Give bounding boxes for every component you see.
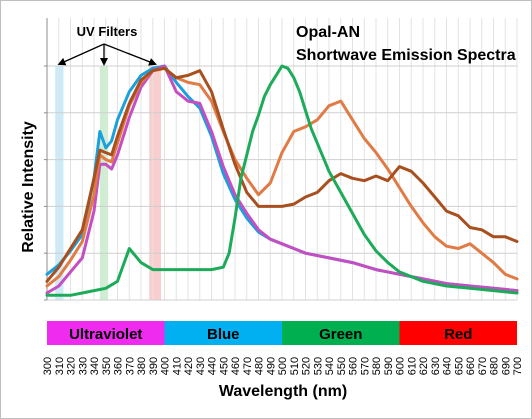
color-band-label-0: Ultraviolet (69, 326, 142, 343)
color-band-label-3: Red (444, 326, 472, 343)
uv-filter-arrow-0 (57, 43, 105, 66)
x-tick-label-5: 350 (101, 357, 113, 375)
uv-filter-band-0 (55, 66, 64, 300)
y-axis-label: Relative Intensity (20, 121, 37, 253)
x-tick-label-39: 690 (500, 357, 512, 375)
series-line-4 (45, 64, 519, 297)
color-band-label-1: Blue (207, 326, 240, 343)
x-tick-label-3: 330 (77, 357, 89, 375)
x-tick-label-21: 510 (289, 357, 301, 375)
x-tick-label-20: 500 (277, 357, 289, 375)
x-tick-label-38: 680 (489, 357, 501, 375)
x-tick-label-29: 590 (383, 357, 395, 375)
x-tick-label-9: 390 (148, 357, 160, 375)
x-tick-label-11: 410 (171, 357, 183, 375)
uv-filters-label: UV Filters (77, 24, 138, 39)
color-band-1 (164, 321, 282, 345)
x-tick-label-7: 370 (124, 357, 136, 375)
series-line-3 (45, 66, 519, 283)
x-tick-label-8: 380 (136, 357, 148, 375)
x-tick-label-23: 530 (312, 357, 324, 375)
x-tick-label-36: 660 (465, 357, 477, 375)
x-tick-label-25: 550 (336, 357, 348, 375)
uv-filter-band-2 (149, 66, 161, 300)
x-tick-labels: 300 310 320 330 340 350 360 370 380 390 400 410 420 4… (42, 357, 524, 375)
x-tick-label-32: 620 (418, 357, 430, 375)
series-line-2 (45, 66, 519, 288)
x-tick-label-4: 340 (89, 357, 101, 375)
x-tick-label-16: 460 (230, 357, 242, 375)
x-tick-label-14: 440 (207, 357, 219, 375)
x-tick-label-37: 670 (477, 357, 489, 375)
color-band-2 (282, 321, 400, 345)
color-band-label-2: Green (319, 326, 362, 343)
x-tick-label-6: 360 (113, 357, 125, 375)
x-tick-label-24: 540 (324, 357, 336, 375)
color-band-bar: Ultraviolet Blue Green Red (47, 321, 517, 345)
x-tick-label-10: 400 (160, 357, 172, 375)
x-tick-label-19: 490 (265, 357, 277, 375)
chart-title-line1: Opal-AN (296, 24, 360, 41)
x-tick-label-33: 630 (430, 357, 442, 375)
x-tick-label-13: 430 (195, 357, 207, 375)
x-axis-label: Wavelength (nm) (219, 383, 347, 400)
x-tick-label-22: 520 (301, 357, 313, 375)
x-tick-label-40: 700 (512, 357, 524, 375)
x-tick-label-15: 450 (218, 357, 230, 375)
series-lines (45, 64, 519, 297)
x-tick-label-0: 300 (42, 357, 54, 375)
x-tick-label-17: 470 (242, 357, 254, 375)
x-tick-label-28: 580 (371, 357, 383, 375)
color-band-3 (399, 321, 517, 345)
x-tick-label-30: 600 (395, 357, 407, 375)
x-tick-label-27: 570 (359, 357, 371, 375)
x-tick-label-26: 560 (348, 357, 360, 375)
x-tick-label-35: 650 (453, 357, 465, 375)
x-tick-label-12: 420 (183, 357, 195, 375)
series-line-1 (45, 64, 519, 295)
uv-filter-bands (55, 66, 161, 300)
uv-filter-band-1 (99, 66, 109, 300)
chart-title-line2: Shortwave Emission Spectra (296, 47, 516, 64)
uv-filter-arrow-2 (103, 43, 157, 66)
color-band-0 (47, 321, 165, 345)
x-tick-label-1: 310 (54, 357, 66, 375)
x-tick-label-2: 320 (66, 357, 78, 375)
uv-filter-arrows (57, 43, 157, 66)
x-tick-label-34: 640 (442, 357, 454, 375)
x-tick-label-31: 610 (406, 357, 418, 375)
x-tick-label-18: 480 (254, 357, 266, 375)
